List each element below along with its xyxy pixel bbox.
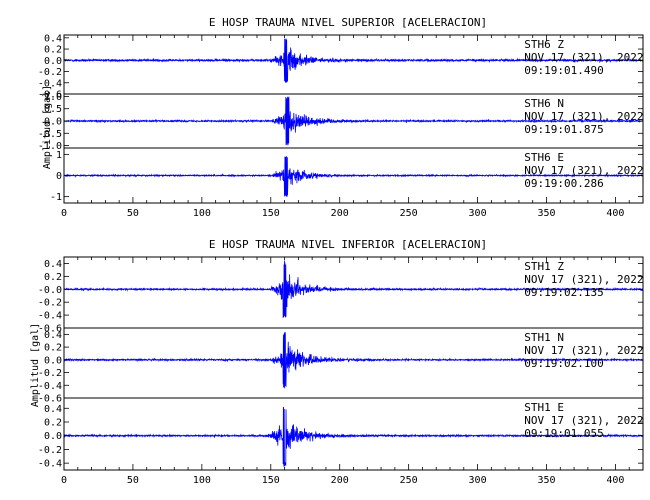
- time-label: 09:19:02.100: [524, 357, 603, 370]
- y-tick-label: -0.4: [38, 311, 62, 322]
- lower-panel-title: E HOSP TRAUMA NIVEL INFERIOR [ACELERACIO…: [209, 238, 487, 251]
- x-tick-label: 200: [331, 208, 349, 219]
- time-label: 09:19:01.490: [524, 64, 603, 77]
- upper-panel-title: E HOSP TRAUMA NIVEL SUPERIOR [ACELERACIO…: [209, 16, 487, 29]
- x-tick-label: 300: [469, 208, 487, 219]
- station-component-label: STH1 E: [524, 401, 564, 414]
- x-tick-label: 300: [469, 475, 487, 486]
- x-tick-label: 250: [400, 475, 418, 486]
- waveform-sth1-e: [64, 406, 643, 467]
- y-tick-label: 1.0: [44, 92, 62, 103]
- time-label: 09:19:01.055: [524, 427, 603, 440]
- date-label: NOV 17 (321), 2022: [524, 110, 643, 123]
- x-tick-label: 100: [193, 475, 211, 486]
- time-label: 09:19:02.135: [524, 286, 603, 299]
- time-label: 09:19:00.286: [524, 177, 603, 190]
- date-label: NOV 17 (321), 2022: [524, 414, 643, 427]
- station-component-label: STH6 Z: [524, 38, 564, 51]
- x-tick-label: 0: [61, 475, 67, 486]
- y-tick-label: -0.4: [38, 78, 62, 89]
- y-tick-label: -0.2: [38, 445, 62, 456]
- y-tick-label: 0.4: [44, 404, 62, 415]
- lower-panel: E HOSP TRAUMA NIVEL INFERIOR [ACELERACIO…: [30, 238, 644, 486]
- x-tick-label: 50: [127, 475, 139, 486]
- y-tick-label: 0.4: [44, 330, 62, 341]
- x-tick-label: 350: [537, 475, 555, 486]
- y-tick-label: 0.4: [44, 33, 62, 44]
- y-tick-label: -0.4: [38, 381, 62, 392]
- y-tick-label: 0.5: [44, 104, 62, 115]
- y-tick-label: -0.5: [38, 129, 62, 140]
- x-tick-label: 350: [537, 208, 555, 219]
- y-tick-label: 0: [56, 171, 62, 182]
- y-tick-label: 0.4: [44, 259, 62, 270]
- y-tick-label: 0.0: [44, 431, 62, 442]
- x-tick-label: 250: [400, 208, 418, 219]
- waveform-sth6-z: [64, 38, 643, 83]
- time-label: 09:19:01.875: [524, 123, 603, 136]
- date-label: NOV 17 (321), 2022: [524, 273, 643, 286]
- x-tick-label: 50: [127, 208, 139, 219]
- x-tick-label: 200: [331, 475, 349, 486]
- y-tick-label: 0.2: [44, 272, 62, 283]
- y-tick-label: 0.0: [44, 56, 62, 67]
- y-tick-label: 0.2: [44, 343, 62, 354]
- station-component-label: STH6 N: [524, 97, 564, 110]
- station-component-label: STH1 Z: [524, 260, 564, 273]
- y-tick-label: 0.2: [44, 45, 62, 56]
- y-tick-label: -0.2: [38, 298, 62, 309]
- station-component-label: STH6 E: [524, 151, 564, 164]
- x-tick-label: 400: [606, 475, 624, 486]
- date-label: NOV 17 (321), 2022: [524, 344, 643, 357]
- lower-y-axis-label: Amplitud [gal]: [30, 323, 41, 407]
- x-tick-label: 0: [61, 208, 67, 219]
- date-label: NOV 17 (321), 2022: [524, 51, 643, 64]
- y-tick-label: -0.0: [38, 285, 62, 296]
- waveform-sth6-e: [64, 156, 643, 198]
- waveform-sth6-n: [64, 96, 643, 146]
- y-tick-label: -0.6: [38, 324, 62, 335]
- y-tick-label: -0.4: [38, 459, 62, 470]
- x-tick-label: 150: [262, 208, 280, 219]
- waveform-sth1-z: [64, 260, 643, 318]
- upper-y-axis-label: Amplitud [gal]: [42, 85, 53, 169]
- y-tick-label: -0.6: [38, 394, 62, 405]
- station-component-label: STH1 N: [524, 331, 564, 344]
- x-tick-label: 400: [606, 208, 624, 219]
- y-tick-label: 0.2: [44, 418, 62, 429]
- y-tick-label: -1.0: [38, 141, 62, 152]
- waveform-sth1-n: [64, 331, 643, 389]
- y-tick-label: 1: [56, 150, 62, 161]
- y-tick-label: -0.2: [38, 368, 62, 379]
- y-tick-label: -0.6: [38, 90, 62, 101]
- y-tick-label: 0.0: [44, 117, 62, 128]
- y-tick-label: -1: [50, 192, 62, 203]
- y-tick-label: 0.0: [44, 355, 62, 366]
- upper-panel: E HOSP TRAUMA NIVEL SUPERIOR [ACELERACIO…: [38, 16, 644, 219]
- x-tick-label: 150: [262, 475, 280, 486]
- x-tick-label: 100: [193, 208, 211, 219]
- y-tick-label: -0.2: [38, 67, 62, 78]
- date-label: NOV 17 (321), 2022: [524, 164, 643, 177]
